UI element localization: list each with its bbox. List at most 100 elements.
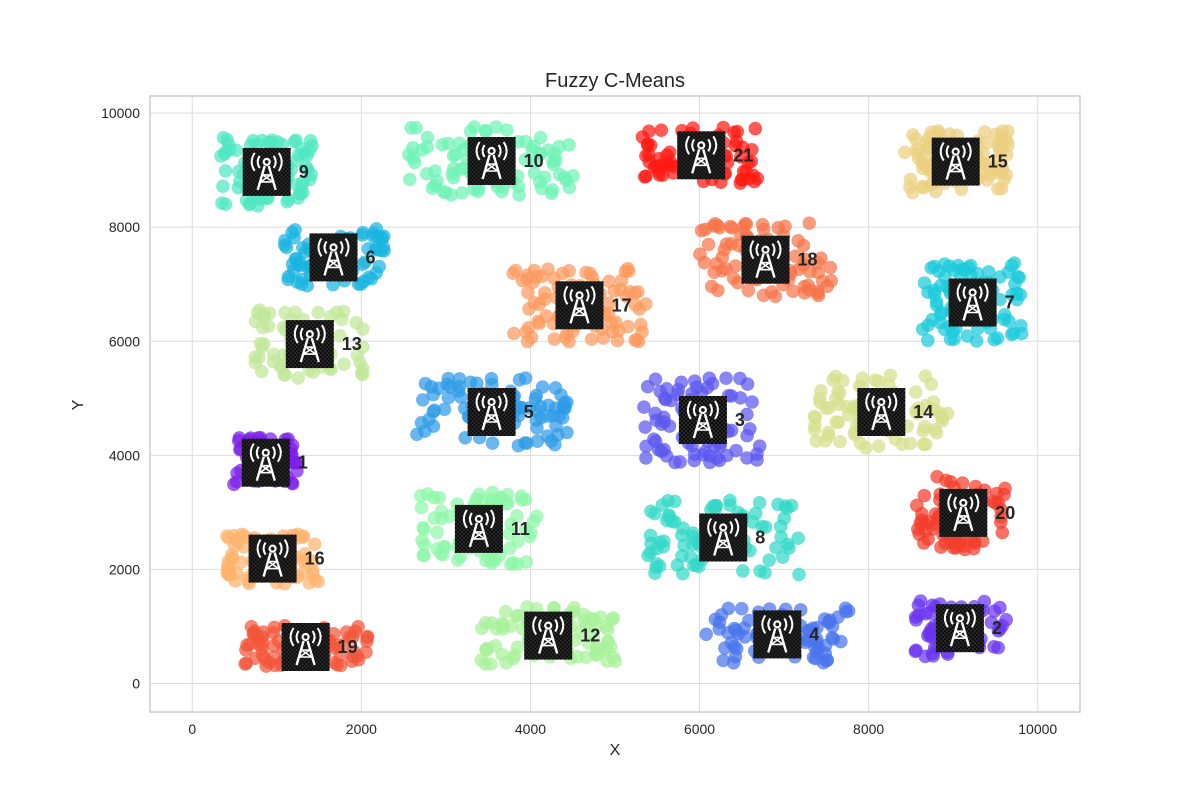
data-point — [657, 391, 672, 406]
data-point — [430, 525, 444, 540]
radio-tower-icon — [939, 488, 988, 537]
data-point — [300, 162, 315, 177]
data-point — [740, 377, 755, 391]
data-point — [414, 500, 429, 515]
data-point — [499, 655, 514, 670]
data-point — [991, 640, 1006, 655]
data-point — [833, 434, 847, 449]
data-point — [908, 385, 923, 399]
data-point — [993, 515, 1008, 530]
data-point — [291, 371, 306, 385]
data-point — [701, 237, 716, 252]
data-point — [413, 488, 428, 503]
data-point — [621, 319, 635, 334]
data-point — [918, 419, 932, 434]
data-point — [555, 266, 570, 281]
data-point — [733, 391, 748, 405]
data-point — [216, 179, 230, 193]
data-point — [740, 428, 754, 443]
data-point — [724, 635, 739, 650]
data-point — [525, 143, 540, 157]
data-point — [488, 638, 503, 653]
data-point — [810, 620, 824, 635]
y-tick-label: 6000 — [109, 333, 140, 349]
data-point — [358, 255, 372, 270]
data-point — [431, 381, 446, 396]
data-point — [311, 305, 325, 320]
cluster-label: 20 — [995, 503, 1015, 523]
data-point — [303, 142, 317, 157]
data-point — [257, 337, 271, 351]
data-point — [726, 271, 741, 286]
data-point — [958, 542, 972, 557]
y-tick-label: 2000 — [109, 561, 140, 577]
x-tick-label: 10000 — [1018, 721, 1057, 737]
data-point — [665, 514, 680, 529]
data-point — [509, 509, 524, 523]
cluster-label: 12 — [580, 626, 600, 646]
data-point — [628, 333, 643, 348]
data-point — [960, 329, 975, 343]
y-tick-label: 10000 — [101, 105, 140, 121]
data-point — [655, 498, 670, 512]
data-point — [832, 386, 847, 401]
data-point — [676, 521, 690, 536]
cluster-label: 14 — [913, 402, 933, 422]
data-point — [728, 649, 743, 664]
data-point — [428, 164, 442, 178]
data-point — [244, 619, 259, 634]
radio-tower-icon — [935, 604, 984, 653]
data-point — [796, 258, 811, 272]
data-point — [924, 377, 939, 392]
data-point — [724, 221, 739, 235]
data-point — [1006, 326, 1021, 340]
data-point — [811, 288, 826, 303]
radio-tower-icon — [281, 623, 330, 671]
data-point — [637, 400, 651, 414]
cluster-label: 9 — [299, 162, 309, 182]
data-point — [549, 418, 563, 433]
data-point — [567, 601, 581, 615]
data-point — [507, 326, 521, 341]
data-point — [694, 223, 709, 238]
data-point — [748, 121, 763, 136]
data-point — [519, 555, 534, 569]
axis-ticks: 0 2000 4000 6000 8000 10000 0 2000 4000 6000 8000 1… — [101, 105, 1057, 737]
cluster-label: 3 — [735, 410, 745, 430]
data-point — [235, 527, 249, 542]
data-point — [811, 256, 826, 270]
data-point — [221, 560, 235, 574]
data-point — [768, 289, 783, 304]
data-point — [290, 275, 305, 289]
data-point — [792, 567, 806, 582]
data-point — [604, 639, 618, 654]
data-point — [356, 225, 370, 240]
data-point — [554, 388, 568, 402]
y-axis-label: Y — [70, 399, 87, 410]
data-point — [435, 547, 450, 562]
data-point — [841, 408, 856, 422]
x-tick-label: 8000 — [853, 721, 884, 737]
data-point — [791, 531, 805, 546]
data-point — [638, 420, 653, 434]
cluster-label: 7 — [1005, 293, 1015, 313]
data-point — [463, 124, 478, 139]
data-point — [828, 369, 843, 384]
data-point — [484, 556, 499, 571]
data-point — [675, 549, 689, 563]
data-point — [705, 376, 720, 391]
cluster-label: 4 — [809, 624, 819, 644]
data-point — [937, 269, 952, 284]
x-tick-label: 6000 — [684, 721, 715, 737]
data-point — [1008, 277, 1022, 291]
data-point — [448, 147, 463, 162]
data-point — [355, 340, 370, 354]
data-point — [637, 170, 652, 184]
data-point — [541, 398, 556, 413]
data-point — [277, 368, 292, 382]
data-point — [602, 274, 616, 289]
radio-tower-icon — [677, 131, 726, 180]
data-point — [640, 138, 655, 152]
data-point — [239, 656, 254, 671]
data-point — [512, 188, 526, 202]
